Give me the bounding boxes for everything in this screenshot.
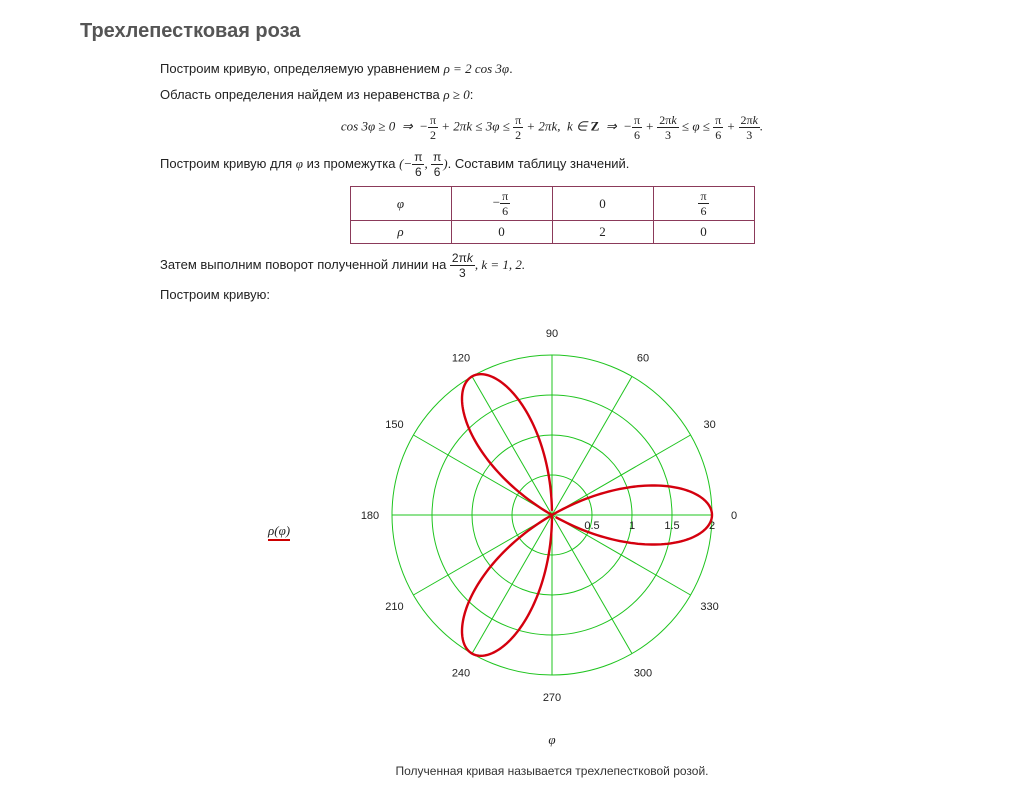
svg-text:0: 0 bbox=[731, 510, 737, 522]
svg-text:300: 300 bbox=[634, 667, 652, 679]
svg-text:1: 1 bbox=[629, 520, 635, 532]
paragraph-2: Область определения найдем из неравенств… bbox=[160, 85, 944, 105]
equation-main: ρ = 2 cos 3φ bbox=[444, 61, 510, 76]
svg-text:270: 270 bbox=[543, 692, 561, 704]
text: Область определения найдем из неравенств… bbox=[160, 87, 443, 102]
inequality: ρ ≥ 0 bbox=[443, 87, 469, 102]
svg-text:60: 60 bbox=[637, 352, 649, 364]
text: Затем выполним поворот полученной линии … bbox=[160, 257, 450, 272]
svg-text:30: 30 bbox=[703, 419, 715, 431]
svg-text:180: 180 bbox=[361, 510, 379, 522]
table-row: ρ 0 2 0 bbox=[350, 221, 754, 244]
svg-text:90: 90 bbox=[546, 328, 558, 340]
table-row: φ −π6 0 π6 bbox=[350, 187, 754, 221]
paragraph-4: Затем выполним поворот полученной линии … bbox=[160, 252, 944, 279]
text: из промежутка bbox=[303, 156, 399, 171]
paragraph-5: Построим кривую: bbox=[160, 285, 944, 305]
polar-chart: ρ(φ) 03060901201501802102402703003300.51… bbox=[312, 315, 792, 748]
y-axis-label: ρ(φ) bbox=[268, 523, 290, 539]
svg-text:330: 330 bbox=[700, 601, 718, 613]
page-title: Трехлепестковая роза bbox=[80, 20, 944, 43]
text: Построим кривую, определяемую уравнением bbox=[160, 61, 444, 76]
polar-svg: 03060901201501802102402703003300.511.52 bbox=[312, 315, 792, 725]
svg-text:1.5: 1.5 bbox=[664, 520, 679, 532]
text: . Составим таблицу значений. bbox=[448, 156, 630, 171]
values-table: φ −π6 0 π6 ρ 0 2 0 bbox=[350, 186, 755, 244]
svg-text:210: 210 bbox=[385, 601, 403, 613]
text: Построим кривую для bbox=[160, 156, 296, 171]
paragraph-3: Построим кривую для φ из промежутка (−π6… bbox=[160, 151, 944, 178]
content-body: Построим кривую, определяемую уравнением… bbox=[160, 59, 944, 780]
svg-text:150: 150 bbox=[385, 419, 403, 431]
svg-text:120: 120 bbox=[452, 352, 470, 364]
text: , k = 1, 2. bbox=[475, 257, 525, 272]
paragraph-1: Построим кривую, определяемую уравнением… bbox=[160, 59, 944, 79]
derivation-line: cos 3φ ≥ 0 ⇒ −π2 + 2πk ≤ 3φ ≤ π2 + 2πk, … bbox=[160, 114, 944, 141]
svg-text:240: 240 bbox=[452, 667, 470, 679]
footer-note: Полученная кривая называется трехлепестк… bbox=[160, 762, 944, 780]
x-axis-label: φ bbox=[312, 732, 792, 748]
